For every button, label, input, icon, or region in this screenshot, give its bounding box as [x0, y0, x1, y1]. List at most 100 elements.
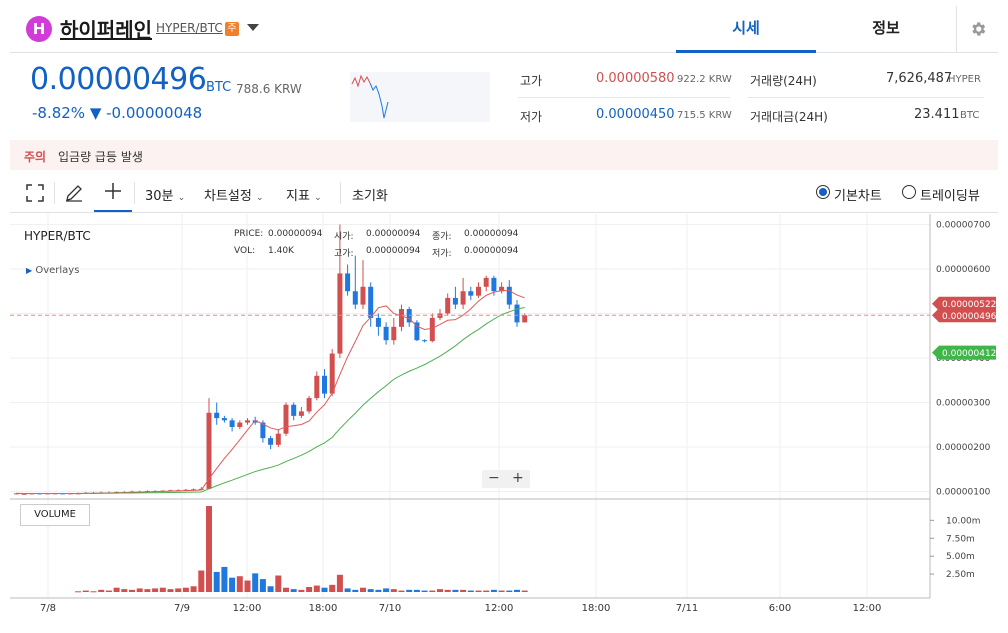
- candle-body: [275, 433, 281, 445]
- candle-body: [298, 411, 304, 416]
- gear-icon: [972, 22, 986, 36]
- candle-body: [483, 277, 489, 287]
- divider: [748, 97, 984, 98]
- notice-bar: 주의 입금량 급등 발생: [10, 140, 998, 170]
- volume-bar: [105, 590, 112, 592]
- crosshair-button[interactable]: [94, 174, 132, 212]
- volume-bar: [221, 566, 228, 592]
- candle-body: [491, 277, 497, 292]
- tradingview-label[interactable]: 트레이딩뷰: [920, 189, 980, 204]
- volume-tick-label: 10.00m: [946, 516, 981, 526]
- volume-bar: [421, 590, 428, 592]
- volume-bar: [159, 587, 166, 592]
- legend-high-value: 0.00000094: [366, 246, 421, 256]
- basic-chart-label[interactable]: 기본차트: [834, 189, 882, 204]
- volume-bar: [236, 576, 243, 592]
- notice-text: 입금량 급등 발생: [58, 150, 143, 164]
- volume-bar: [213, 571, 220, 592]
- volume-pane-label: VOLUME: [20, 504, 90, 526]
- volume-bar: [306, 586, 313, 592]
- pencil-icon: [66, 185, 82, 202]
- x-tick-label: 18:00: [582, 603, 611, 614]
- chevron-down-icon[interactable]: [247, 24, 259, 31]
- interval-select[interactable]: 30분 ⌄: [145, 185, 185, 204]
- candle-body: [237, 422, 243, 427]
- pair-link[interactable]: HYPER/BTC: [156, 21, 223, 35]
- coin-name[interactable]: 하이퍼레인: [60, 18, 152, 42]
- candle-body: [460, 291, 466, 305]
- ma-short-line: [16, 290, 525, 495]
- tab-info[interactable]: 정보: [872, 19, 900, 37]
- candle-body: [476, 286, 481, 296]
- price-badge: [932, 308, 996, 323]
- price-chart[interactable]: 0.000007000.000006000.000005000.00000400…: [10, 214, 998, 624]
- price-badge: [932, 345, 996, 360]
- volume-bar: [252, 573, 259, 592]
- candle-body: [221, 418, 227, 421]
- chevron-down-icon: ⌄: [314, 193, 322, 203]
- chart-canvas[interactable]: 0.000007000.000006000.000005000.00000400…: [10, 214, 998, 624]
- volume-bar: [490, 589, 497, 592]
- volume-24h-label: 거래량(24H): [750, 74, 817, 88]
- volume-bar: [460, 589, 467, 592]
- x-tick-label: 12:00: [853, 603, 882, 614]
- volume-bar: [329, 584, 336, 592]
- volume-bar: [429, 590, 436, 592]
- volume-bar: [298, 589, 305, 592]
- price-badge: [932, 296, 996, 311]
- high-price-krw: 922.2 KRW: [677, 74, 732, 85]
- notice-label: 주의: [24, 150, 47, 164]
- volume-bar: [167, 589, 174, 592]
- basic-chart-radio[interactable]: [816, 185, 830, 199]
- low-price: 0.00000450: [596, 107, 675, 122]
- candle-body: [383, 326, 389, 341]
- volume-bar: [175, 588, 182, 592]
- volume-bar: [113, 587, 120, 592]
- volume-bar: [275, 575, 282, 592]
- divider: [518, 97, 730, 98]
- tradingview-radio[interactable]: [902, 185, 916, 199]
- candle-body: [506, 286, 512, 305]
- indicators-menu[interactable]: 지표 ⌄: [286, 185, 322, 204]
- x-tick-label: 12:00: [233, 603, 262, 614]
- price-badge-label: 0.00000522: [942, 300, 996, 310]
- legend-open-label: 시가:: [334, 232, 354, 242]
- overlays-label: Overlays: [35, 265, 80, 276]
- tab-price[interactable]: 시세: [676, 6, 816, 53]
- candle-body: [445, 297, 451, 314]
- zoom-controls: − +: [482, 470, 530, 488]
- x-tick-label: 7/11: [676, 603, 698, 614]
- zoom-in-button[interactable]: +: [512, 470, 524, 486]
- candle-body: [499, 286, 505, 292]
- price-badge-label: 0.00000412: [942, 349, 996, 359]
- volume-bar: [390, 589, 397, 592]
- chart-settings-menu[interactable]: 차트설정 ⌄: [204, 185, 264, 204]
- chevron-down-icon: ⌄: [177, 193, 186, 203]
- x-tick-label: 18:00: [309, 603, 338, 614]
- header: H 하이퍼레인 HYPER/BTC 주 시세 정보: [10, 6, 998, 53]
- price-badge-label: 0.00000496: [942, 312, 997, 322]
- price-unit: BTC: [206, 80, 232, 95]
- divider: [134, 182, 135, 204]
- settings-button[interactable]: [956, 6, 999, 52]
- reset-button[interactable]: 초기화: [352, 189, 388, 204]
- candle-body: [352, 291, 358, 305]
- candle-body: [268, 438, 274, 445]
- volume-bar: [514, 589, 520, 592]
- fullscreen-button[interactable]: [26, 184, 44, 206]
- zoom-out-button[interactable]: −: [488, 470, 500, 486]
- volume-24h-value: 7,626,487: [886, 71, 953, 86]
- volume-bar: [198, 570, 205, 592]
- volume-bar: [375, 589, 382, 592]
- candle-body: [214, 412, 220, 419]
- volume-bar: [313, 585, 320, 592]
- crosshair-icon: [105, 183, 121, 199]
- volume-tick-label: 5.00m: [946, 552, 975, 562]
- candle-body: [252, 420, 258, 423]
- candle-body: [260, 422, 266, 439]
- overlays-toggle[interactable]: ▶ Overlays: [26, 265, 79, 276]
- draw-button[interactable]: [64, 183, 84, 207]
- candle-body: [429, 317, 435, 342]
- amount-24h-value: 23.411: [914, 107, 960, 122]
- candle-body: [452, 297, 458, 305]
